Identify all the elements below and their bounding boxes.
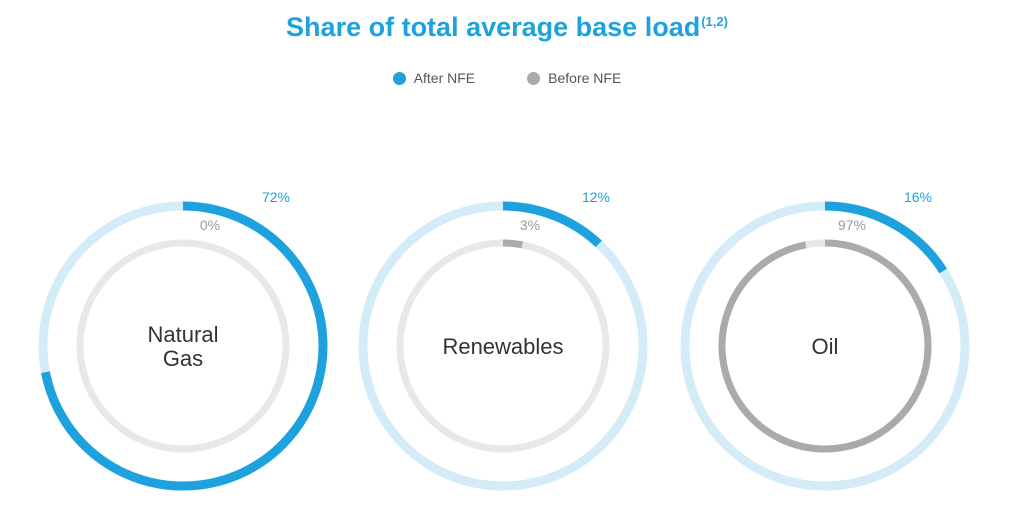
after-arc-natural-gas [41, 201, 328, 491]
chart-title-text: Share of total average base load [286, 12, 701, 42]
before-track-natural-gas [76, 239, 290, 453]
before-value-label-natural-gas: 0% [200, 217, 220, 233]
legend-swatch-before [527, 71, 541, 85]
before-value-label-renewables: 3% [520, 217, 540, 233]
legend-label-after: After NFE [413, 70, 476, 86]
legend: After NFE Before NFE [0, 70, 1014, 86]
before-value-label-oil: 97% [838, 217, 866, 233]
category-label-renewables-line-1: Renewables [442, 334, 563, 359]
after-arc-oil [824, 201, 948, 274]
before-arc-renewables [502, 239, 523, 249]
chart-title: Share of total average base load(1,2) [0, 12, 1014, 43]
chart-title-footnote: (1,2) [701, 14, 728, 29]
category-label-natural-gas-line-1: Natural [148, 322, 219, 347]
legend-item-after: After NFE [392, 70, 476, 86]
legend-label-before: Before NFE [548, 70, 622, 86]
after-value-label-renewables: 12% [582, 189, 610, 205]
before-arc-oil [718, 239, 932, 453]
after-arc-renewables [502, 201, 602, 248]
after-value-label-oil: 16% [904, 189, 932, 205]
category-label-oil-line-1: Oil [812, 334, 839, 359]
category-label-natural-gas-line-2: Gas [163, 346, 203, 371]
legend-item-before: Before NFE [527, 70, 621, 86]
legend-swatch-after [392, 71, 406, 85]
after-value-label-natural-gas: 72% [262, 189, 290, 205]
